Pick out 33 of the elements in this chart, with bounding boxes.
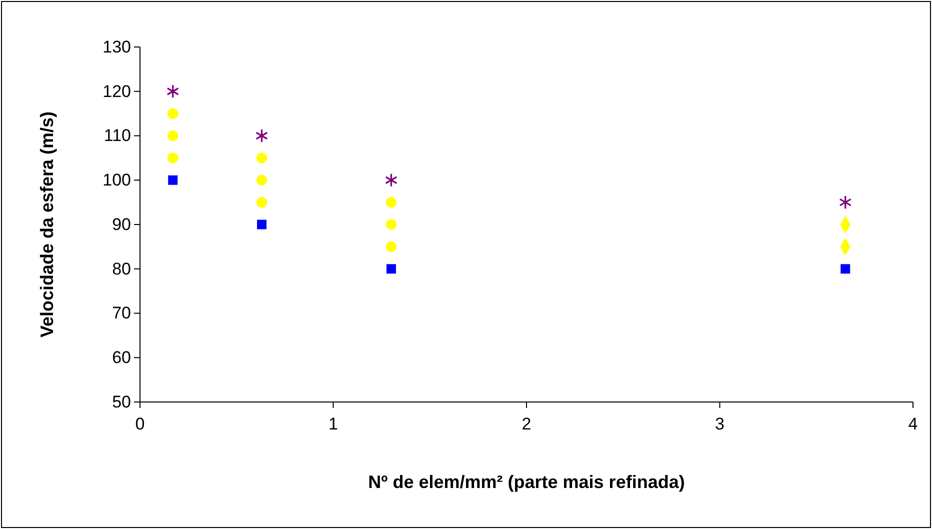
y-tick-label: 120 bbox=[102, 82, 131, 101]
point bbox=[840, 264, 850, 274]
x-tick-label: 4 bbox=[908, 414, 918, 434]
y-tick-label: 100 bbox=[102, 170, 131, 190]
point bbox=[168, 130, 178, 142]
point bbox=[168, 108, 178, 119]
y-tick-label: 80 bbox=[112, 259, 131, 278]
point bbox=[386, 241, 397, 252]
y-tick-label: 70 bbox=[112, 304, 131, 323]
point bbox=[256, 152, 268, 164]
y-tick-label: 110 bbox=[104, 126, 131, 146]
point bbox=[256, 174, 268, 186]
point bbox=[257, 220, 266, 230]
point bbox=[839, 195, 852, 210]
point bbox=[168, 175, 178, 185]
y-tick-label: 130 bbox=[102, 37, 131, 56]
x-tick-label: 1 bbox=[328, 414, 338, 434]
point bbox=[166, 84, 180, 98]
y-axis-title: Velocidade da esfera (m/s) bbox=[37, 111, 57, 338]
point bbox=[385, 173, 398, 188]
point bbox=[256, 128, 268, 143]
x-tick-label: 2 bbox=[522, 414, 532, 434]
point bbox=[168, 152, 178, 164]
point bbox=[256, 196, 268, 208]
x-tick-label: 3 bbox=[715, 414, 724, 434]
y-tick-label: 90 bbox=[112, 214, 131, 234]
x-axis-title: Nº de elem/mm² (parte mais refinada) bbox=[368, 472, 685, 492]
point bbox=[386, 264, 396, 274]
x-tick-label: 0 bbox=[135, 414, 145, 434]
point bbox=[386, 219, 397, 230]
y-tick-label: 60 bbox=[112, 348, 131, 368]
y-tick-label: 50 bbox=[112, 392, 131, 412]
point bbox=[386, 196, 397, 208]
